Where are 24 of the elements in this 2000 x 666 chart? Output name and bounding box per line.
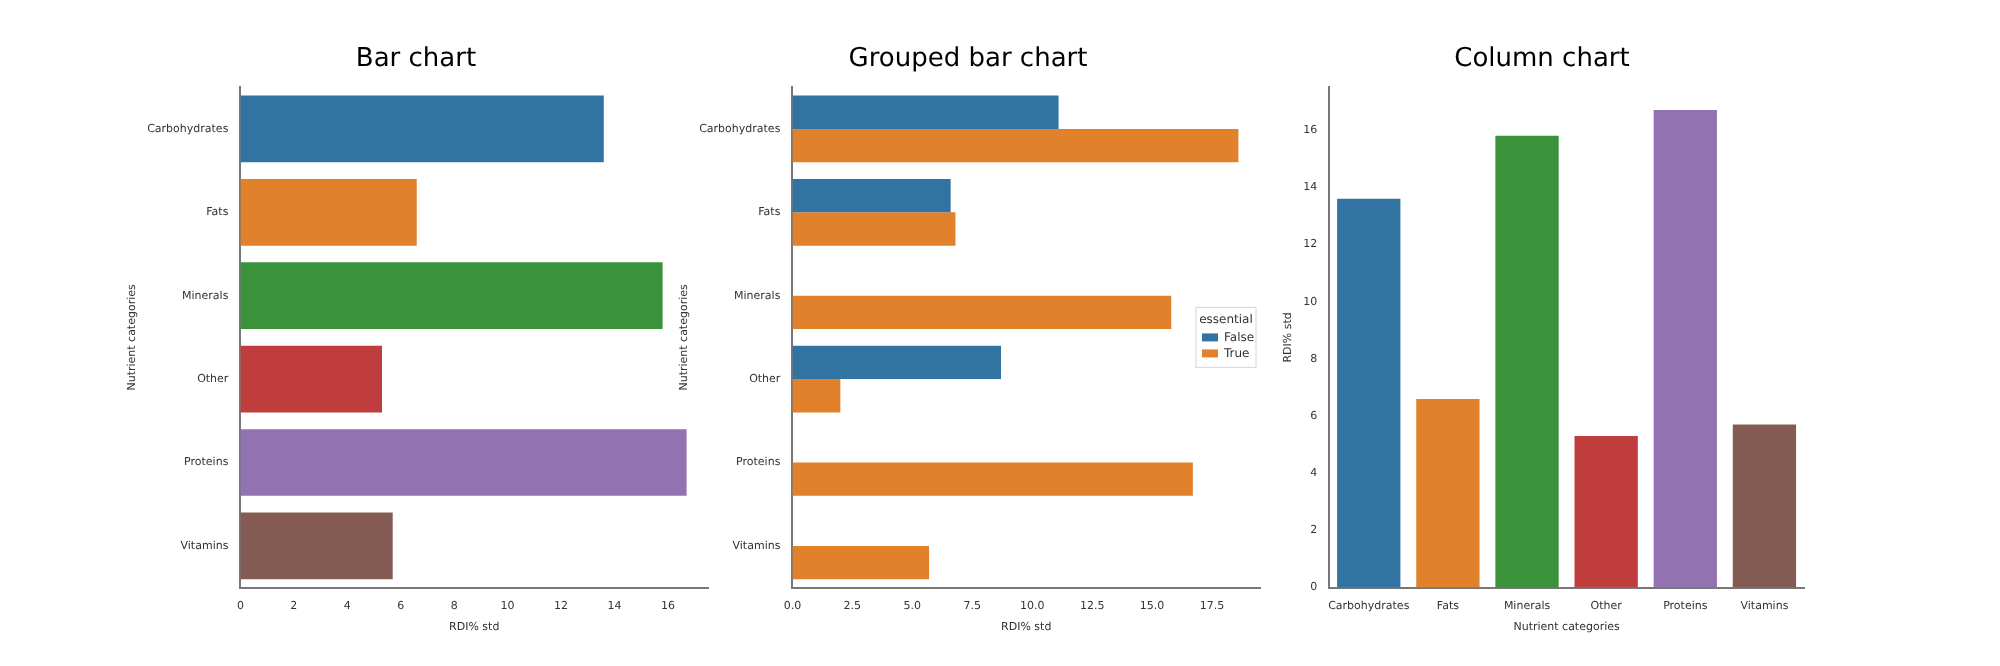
bar (792, 379, 841, 413)
bar (1495, 135, 1559, 588)
chart-title: Column chart (1454, 44, 1630, 75)
bar (792, 178, 951, 213)
chart-title: Bar chart (355, 44, 477, 75)
bar (792, 95, 1059, 129)
bar (240, 178, 417, 246)
bar (240, 95, 604, 163)
bar (240, 512, 393, 580)
bar (240, 429, 687, 496)
bar (1653, 110, 1717, 588)
bar (792, 295, 1172, 330)
chart-title: Grouped bar chart (848, 44, 1088, 75)
bar (240, 262, 663, 330)
bar (1732, 424, 1797, 588)
bar (792, 345, 1002, 380)
bar (792, 128, 1239, 163)
bar (240, 345, 383, 413)
bar (1416, 398, 1480, 588)
bar (792, 212, 956, 246)
bar (792, 545, 930, 580)
bar (792, 462, 1193, 496)
bar (1574, 436, 1638, 588)
bar (1337, 198, 1401, 588)
